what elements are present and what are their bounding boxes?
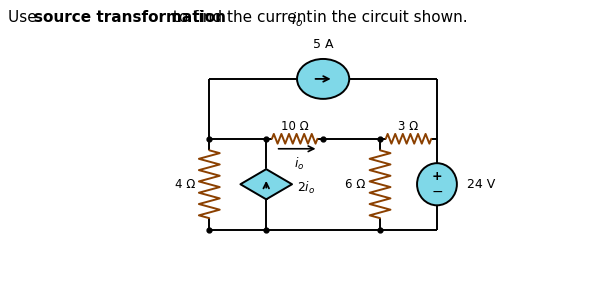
- Text: +: +: [431, 170, 442, 183]
- Text: 4 Ω: 4 Ω: [174, 178, 195, 191]
- Text: −: −: [431, 185, 442, 199]
- Ellipse shape: [417, 163, 457, 205]
- Text: 24 V: 24 V: [468, 178, 496, 191]
- Text: 5 A: 5 A: [313, 38, 334, 51]
- Polygon shape: [241, 169, 292, 199]
- Text: source transformation: source transformation: [34, 10, 226, 25]
- Text: Use: Use: [8, 10, 42, 25]
- Text: 3 Ω: 3 Ω: [398, 120, 419, 133]
- Text: 10 Ω: 10 Ω: [281, 120, 308, 133]
- Ellipse shape: [297, 59, 349, 99]
- Text: $2i_o$: $2i_o$: [297, 179, 315, 196]
- Text: in the circuit shown.: in the circuit shown.: [308, 10, 468, 25]
- Text: 6 Ω: 6 Ω: [345, 178, 366, 191]
- Text: to find the current: to find the current: [168, 10, 318, 25]
- Text: $i_o$: $i_o$: [294, 156, 305, 172]
- Text: $i_o$: $i_o$: [291, 10, 303, 29]
